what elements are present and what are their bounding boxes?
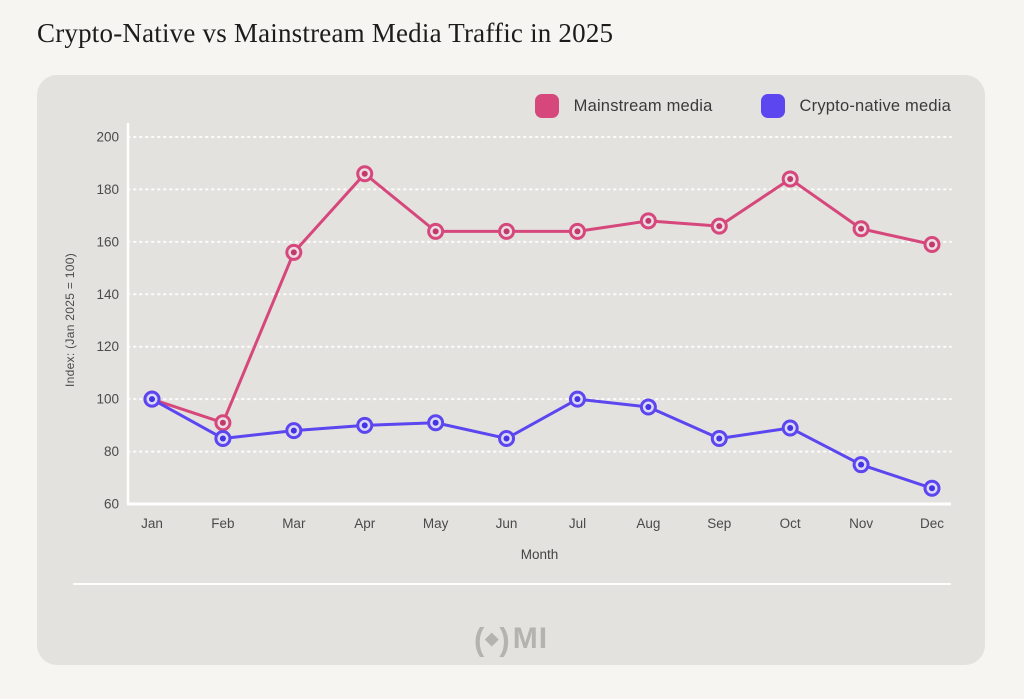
- y-tick-label: 120: [96, 339, 119, 354]
- data-point-dot: [787, 175, 794, 182]
- logo-paren-right: ): [499, 620, 510, 658]
- x-tick-label: Jan: [141, 516, 163, 531]
- y-tick-label: 160: [96, 234, 119, 249]
- legend-item-mainstream-media[interactable]: Mainstream media: [534, 94, 713, 118]
- x-tick-label: Aug: [636, 516, 660, 531]
- y-tick-label: 100: [96, 392, 119, 407]
- y-tick-label: 80: [104, 444, 119, 459]
- y-tick-label: 140: [96, 287, 119, 302]
- data-point-dot: [219, 419, 226, 426]
- x-tick-label: Oct: [780, 516, 801, 531]
- x-tick-label: Mar: [282, 516, 306, 531]
- data-point-dot: [929, 241, 935, 248]
- y-tick-label: 200: [96, 130, 119, 145]
- legend-item-crypto-native-media[interactable]: Crypto-native media: [760, 94, 951, 118]
- data-point-dot: [716, 435, 723, 442]
- logo-paren-left: (: [473, 620, 485, 658]
- line-chart: 60 80 100 120 140 160 180 200 Jan Feb Mar Apr May Jun…: [96, 123, 952, 531]
- data-point-dot: [645, 404, 652, 411]
- data-point-dot: [645, 217, 652, 224]
- x-axis-title: Month: [520, 547, 559, 562]
- data-point-dot: [929, 485, 935, 492]
- omi-logo-icon: ( ◆ ) MI: [37, 618, 985, 660]
- data-point-dot: [574, 396, 581, 403]
- data-point-dot: [858, 225, 865, 232]
- chart-panel: 60 80 100 120 140 160 180 200 Jan Feb Mar Apr May Jun…: [37, 75, 985, 665]
- data-point-dot: [716, 223, 723, 230]
- data-point-dot: [219, 435, 226, 442]
- data-point-dot: [361, 422, 368, 429]
- x-tick-label: Dec: [920, 516, 944, 531]
- x-tick-label: Sep: [707, 516, 731, 531]
- legend-swatch-crypto-native-media: [760, 94, 785, 118]
- x-tick-label: May: [423, 516, 449, 531]
- diamond-icon: ◆: [485, 628, 499, 648]
- x-tick-label: Jun: [496, 516, 518, 531]
- data-point-dot: [290, 427, 297, 434]
- footer-divider: [73, 583, 951, 585]
- data-point-dot: [432, 419, 439, 426]
- series-line-mainstream-media: [150, 172, 934, 425]
- legend-label: Crypto-native media: [799, 96, 951, 115]
- x-tick-label: Jul: [569, 516, 586, 531]
- chart-legend: Mainstream media Crypto-native media: [534, 94, 951, 118]
- data-point-dot: [290, 249, 297, 256]
- x-tick-label: Nov: [849, 516, 873, 531]
- y-axis-title: Index: (Jan 2025 = 100): [63, 253, 77, 388]
- series-line-crypto-native-media: [150, 397, 934, 490]
- data-point-dot: [574, 228, 581, 235]
- data-point-dot: [503, 228, 510, 235]
- legend-swatch-mainstream-media: [534, 94, 559, 118]
- x-tick-label: Apr: [354, 516, 376, 531]
- data-point-dot: [787, 424, 794, 431]
- data-point-dot: [149, 396, 155, 403]
- data-point-dot: [432, 228, 439, 235]
- legend-label: Mainstream media: [573, 96, 713, 115]
- y-tick-label: 180: [96, 182, 119, 197]
- y-tick-label: 60: [104, 497, 119, 512]
- data-point-dot: [361, 170, 368, 177]
- data-point-dot: [503, 435, 510, 442]
- logo-letters: MI: [512, 622, 549, 655]
- x-tick-label: Feb: [211, 516, 234, 531]
- page-title: Crypto-Native vs Mainstream Media Traffi…: [37, 18, 614, 48]
- data-point-dot: [858, 461, 865, 468]
